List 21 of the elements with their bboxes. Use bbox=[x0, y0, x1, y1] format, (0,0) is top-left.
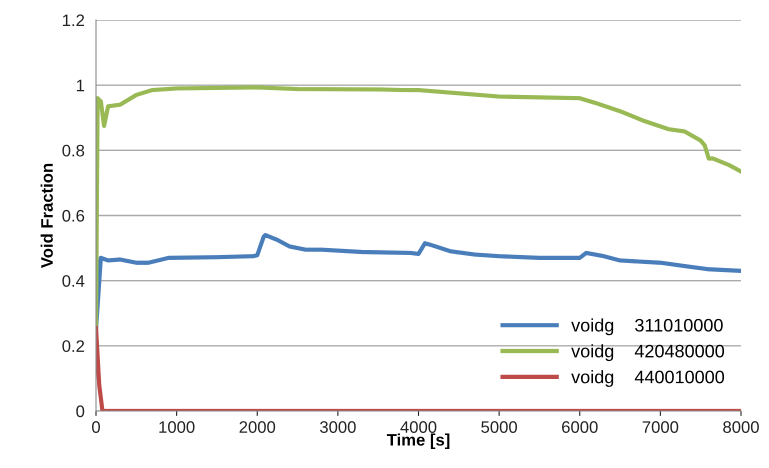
y-tick-label: 0.6 bbox=[62, 210, 84, 222]
legend-label: voidg 440010000 bbox=[571, 370, 724, 387]
y-tick-label: 0.2 bbox=[62, 340, 84, 352]
y-tick-label: 1 bbox=[76, 80, 84, 92]
x-tick-label: 4000 bbox=[400, 421, 436, 433]
x-tick-label: 5000 bbox=[481, 421, 518, 433]
legend-label: voidg 420480000 bbox=[571, 344, 724, 362]
x-tick-label: 8000 bbox=[723, 421, 759, 433]
y-tick-label: 0 bbox=[76, 405, 84, 418]
y-tick-label: 0.4 bbox=[62, 275, 84, 287]
legend-label: voidg 311010000 bbox=[571, 318, 723, 336]
y-tick-label: 1.2 bbox=[62, 14, 84, 26]
y-axis-title: Void Fraction bbox=[40, 164, 53, 268]
x-axis-title: Time [s] bbox=[386, 433, 450, 450]
x-tick-label: 6000 bbox=[562, 421, 598, 433]
x-tick-label: 0 bbox=[92, 421, 100, 433]
x-tick-label: 3000 bbox=[320, 421, 356, 433]
y-tick-label: 0.8 bbox=[62, 144, 84, 157]
x-tick-label: 7000 bbox=[642, 421, 678, 433]
x-tick-label: 1000 bbox=[159, 421, 195, 433]
x-tick-label: 2000 bbox=[240, 421, 276, 433]
